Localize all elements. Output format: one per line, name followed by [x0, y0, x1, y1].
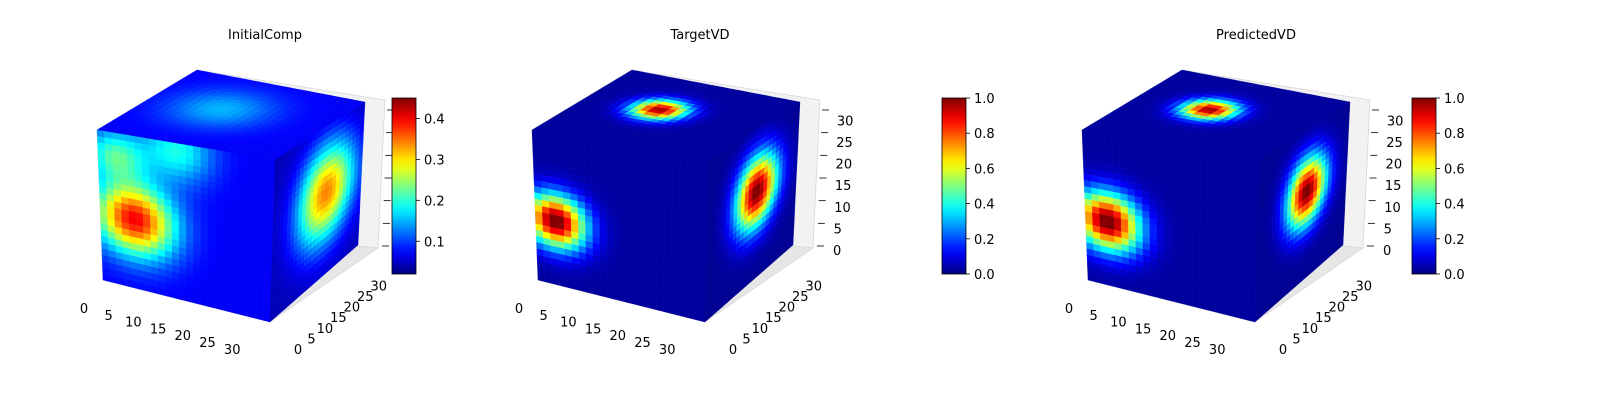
- voxel-front: [248, 309, 257, 319]
- z-tick-label: 5: [834, 222, 842, 237]
- x-tick-label: 15: [150, 322, 167, 337]
- colorbar-tick-label: 0.0: [974, 268, 995, 283]
- colorbar-tick-label: 0.3: [424, 153, 445, 168]
- x-tick-label: 25: [634, 336, 651, 351]
- colorbar-tick-label: 0.4: [424, 112, 445, 127]
- chart-title: InitialComp: [228, 28, 302, 43]
- colorbar: [391, 97, 417, 275]
- y-tick-label: 30: [805, 279, 822, 294]
- colorbar-tick-label: 0.2: [424, 194, 445, 209]
- x-tick-label: 20: [610, 329, 627, 344]
- z-tick-label: 20: [836, 158, 853, 173]
- x-tick-label: 30: [659, 343, 676, 358]
- x-tick-label: 25: [199, 336, 216, 351]
- colorbar-tick-label: 0.4: [974, 198, 995, 213]
- x-tick-label: 15: [585, 322, 602, 337]
- x-tick-label: 5: [540, 309, 548, 324]
- x-tick-label: 5: [105, 309, 113, 324]
- x-tick-label: 30: [224, 343, 241, 358]
- z-tick-label: 0: [833, 244, 841, 259]
- x-tick-label: 0: [515, 302, 523, 317]
- colorbar-tick-label: 1.0: [974, 92, 995, 107]
- y-tick-label: 30: [370, 279, 387, 294]
- colorbar-tick-label: 0.8: [974, 127, 995, 142]
- y-tick-label: 5: [742, 332, 750, 347]
- z-tick-label: 15: [835, 179, 852, 194]
- voxel-front: [683, 309, 692, 319]
- chart-title: TargetVD: [669, 28, 729, 43]
- z-tick-label: 10: [834, 201, 851, 216]
- voxel-front: [1233, 309, 1242, 319]
- z-tick-label: 30: [837, 114, 854, 129]
- y-tick-label: 0: [294, 343, 302, 358]
- y-tick-label: 5: [307, 332, 315, 347]
- x-tick-label: 20: [175, 329, 192, 344]
- x-tick-label: 0: [80, 302, 88, 317]
- chart-title: PredictedVD: [1216, 28, 1296, 43]
- colorbar-tick-label: 0.6: [974, 162, 995, 177]
- z-tick-label: 25: [836, 136, 853, 151]
- colorbar-tick-label: 0.2: [974, 233, 995, 248]
- x-tick-label: 10: [560, 316, 577, 331]
- y-tick-label: 0: [729, 343, 737, 358]
- x-tick-label: 10: [125, 316, 142, 331]
- colorbar-tick-label: 0.1: [424, 235, 445, 250]
- colorbar: [941, 97, 967, 275]
